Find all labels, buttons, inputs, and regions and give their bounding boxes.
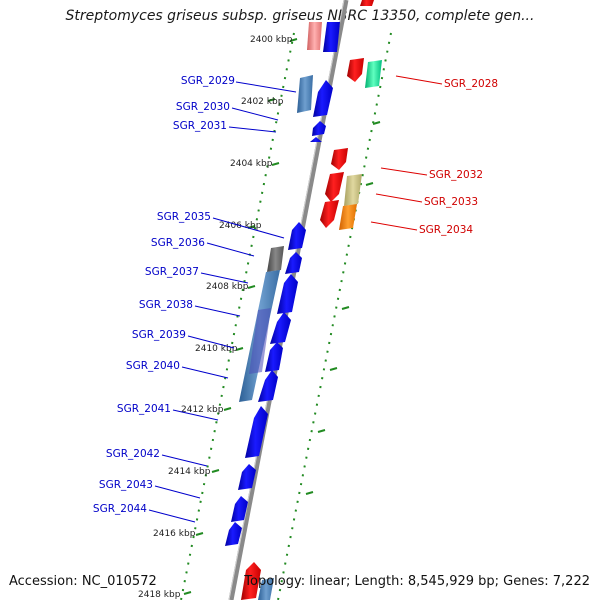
gene-sgr-2033[interactable] [344, 174, 362, 206]
gene-sgr-2037[interactable] [277, 274, 298, 314]
kbp-label: 2402 kbp [241, 97, 284, 107]
kbp-tick [183, 591, 192, 595]
label-leaders [148, 75, 443, 523]
gene-label-sgr-2033[interactable]: SGR_2033 [424, 196, 478, 208]
kbp-tick [289, 38, 298, 42]
gene-label-sgr-2028[interactable]: SGR_2028 [444, 78, 498, 90]
gene-sgr-2033-red[interactable] [325, 172, 344, 202]
kbp-tick [317, 429, 326, 433]
gene-sgr-2035[interactable] [288, 222, 306, 250]
gene-label-sgr-2032[interactable]: SGR_2032 [429, 169, 483, 181]
gene-sgr-2041[interactable] [245, 406, 268, 458]
gene-sgr-2042[interactable] [238, 464, 256, 490]
leader-sgr-2031 [228, 126, 277, 133]
gene-sgr-2034-red[interactable] [320, 200, 339, 228]
gene-sgr-2043[interactable] [231, 496, 248, 522]
gene-label-sgr-2039[interactable]: SGR_2039 [132, 329, 186, 341]
leader-sgr-2040 [181, 366, 229, 379]
gene-partial-top-blue[interactable] [323, 22, 340, 52]
genome-summary-text: Topology: linear; Length: 8,545,929 bp; … [244, 574, 590, 589]
leader-sgr-2033 [375, 193, 423, 203]
leader-sgr-2036 [206, 242, 255, 257]
leader-sgr-2029 [235, 81, 297, 93]
leader-sgr-2034 [370, 221, 418, 231]
gene-label-sgr-2040[interactable]: SGR_2040 [126, 360, 180, 372]
kbp-label: 2414 kbp [168, 467, 211, 477]
gene-label-sgr-2041[interactable]: SGR_2041 [117, 403, 171, 415]
leader-sgr-2043 [154, 485, 201, 499]
leader-sgr-2044 [148, 509, 196, 523]
gene-label-sgr-2037[interactable]: SGR_2037 [145, 266, 199, 278]
gene-bottom-red[interactable] [241, 562, 261, 600]
gene-sgr-2030[interactable] [313, 80, 333, 117]
leader-sgr-2032 [380, 167, 428, 176]
leader-sgr-2037 [200, 272, 249, 284]
gene-sgr-2031[interactable] [312, 121, 326, 136]
kbp-tick [223, 407, 232, 411]
kbp-label: 2418 kbp [138, 590, 181, 600]
kbp-tick [267, 98, 276, 102]
gene-partial-top-red[interactable] [360, 0, 374, 6]
kbp-tick [372, 121, 381, 125]
gene-label-sgr-2030[interactable]: SGR_2030 [176, 101, 230, 113]
gene-sgr-2040[interactable] [258, 370, 278, 402]
kbp-tick [247, 285, 256, 289]
gene-sgr-2036[interactable] [285, 252, 302, 274]
leader-sgr-2038 [194, 305, 241, 317]
reverse-gene-track [320, 58, 382, 230]
gene-label-sgr-2031[interactable]: SGR_2031 [173, 120, 227, 132]
kbp-label: 2410 kbp [195, 344, 238, 354]
kbp-tick [271, 162, 280, 166]
leader-sgr-2028 [395, 75, 443, 85]
gene-label-sgr-2044[interactable]: SGR_2044 [93, 503, 147, 515]
reverse-gene-labels: SGR_2028 SGR_2032 SGR_2033 SGR_2034 [419, 78, 498, 236]
gene-sgr-2034[interactable] [339, 204, 357, 230]
gene-label-sgr-2042[interactable]: SGR_2042 [106, 448, 160, 460]
gene-partial-top-pink[interactable] [307, 22, 322, 50]
leader-sgr-2042 [161, 454, 208, 467]
accession-text: Accession: NC_010572 [9, 574, 157, 589]
kbp-label: 2412 kbp [181, 405, 224, 415]
gene-label-sgr-2029[interactable]: SGR_2029 [181, 75, 235, 87]
gene-label-sgr-2043[interactable]: SGR_2043 [99, 479, 153, 491]
kbp-tick [235, 347, 244, 351]
gene-label-sgr-2034[interactable]: SGR_2034 [419, 224, 473, 236]
track-outline-left-forward [180, 32, 295, 600]
genome-map-title: Streptomyces griseus subsp. griseus NBRC… [65, 8, 535, 24]
kbp-label: 2408 kbp [206, 282, 249, 292]
kbp-label: 2404 kbp [230, 159, 273, 169]
gene-sgr-2039[interactable] [265, 342, 283, 372]
gene-sgr-2038b[interactable] [249, 308, 271, 374]
leader-sgr-2041 [172, 409, 219, 421]
kbp-tick [329, 367, 338, 371]
leader-sgr-2030 [231, 107, 279, 121]
leader-sgr-2039 [187, 335, 235, 349]
track-outline-right-reverse [277, 32, 392, 600]
gene-sgr-2028-red[interactable] [347, 58, 364, 82]
gene-label-sgr-2036[interactable]: SGR_2036 [151, 237, 205, 249]
gene-sgr-2032[interactable] [331, 148, 348, 170]
kbp-tick [341, 306, 350, 310]
gene-label-sgr-2035[interactable]: SGR_2035 [157, 211, 211, 223]
gene-sgr-2044[interactable] [225, 522, 242, 546]
gene-sgr-2028[interactable] [365, 60, 382, 88]
kbp-tick [211, 469, 220, 473]
kbp-tick [195, 532, 204, 536]
kbp-tick [305, 491, 314, 495]
kbp-label: 2400 kbp [250, 35, 293, 45]
gene-label-sgr-2038[interactable]: SGR_2038 [139, 299, 193, 311]
leader-sgr-2035 [212, 217, 285, 239]
kbp-label: 2416 kbp [153, 529, 196, 539]
gene-sgr-2029[interactable] [297, 75, 313, 113]
gene-sgr-2036-gray[interactable] [267, 246, 284, 272]
kbp-tick [365, 182, 374, 186]
gene-bottom-steel[interactable] [258, 578, 274, 600]
forward-gene-track [225, 75, 333, 600]
forward-gene-labels: SGR_2029 SGR_2030 SGR_2031 SGR_2035 SGR_… [93, 75, 235, 515]
kbp-tick [247, 225, 256, 229]
gene-sgr-2031b[interactable] [310, 137, 322, 142]
gene-sgr-2038[interactable] [270, 312, 291, 344]
